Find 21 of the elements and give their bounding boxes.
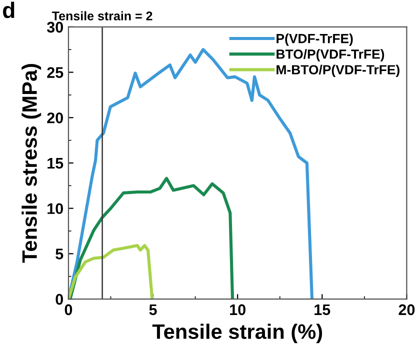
x-tick-label: 5 <box>149 304 157 316</box>
legend-label: M-BTO/P(VDF-TrFE) <box>276 64 400 78</box>
y-tick-label: 5 <box>56 248 64 260</box>
y-axis-title: Tensile stress (MPa) <box>22 64 42 263</box>
y-tick-label: 30 <box>46 22 63 33</box>
x-tick-label: 15 <box>314 304 330 316</box>
x-tick-label: 0 <box>64 304 72 316</box>
text: d <box>2 2 14 18</box>
x-tick-label: 10 <box>230 304 246 316</box>
legend-label: P(VDF-TrFE) <box>276 34 353 46</box>
legend-label: BTO/P(VDF-TrFE) <box>276 49 384 62</box>
x-axis-title: Tensile strain (%) <box>152 324 322 344</box>
line-series <box>68 244 154 300</box>
y-tick-label: 20 <box>47 112 63 124</box>
ref-line-label: Tensile strain = 2 <box>52 11 152 20</box>
line-series <box>68 176 234 300</box>
y-tick-label: 0 <box>56 294 63 305</box>
x-tick-label: 20 <box>398 304 415 316</box>
y-tick-label: 25 <box>47 67 64 78</box>
y-tick-label: 10 <box>48 203 63 214</box>
y-tick-label: 15 <box>48 158 64 169</box>
